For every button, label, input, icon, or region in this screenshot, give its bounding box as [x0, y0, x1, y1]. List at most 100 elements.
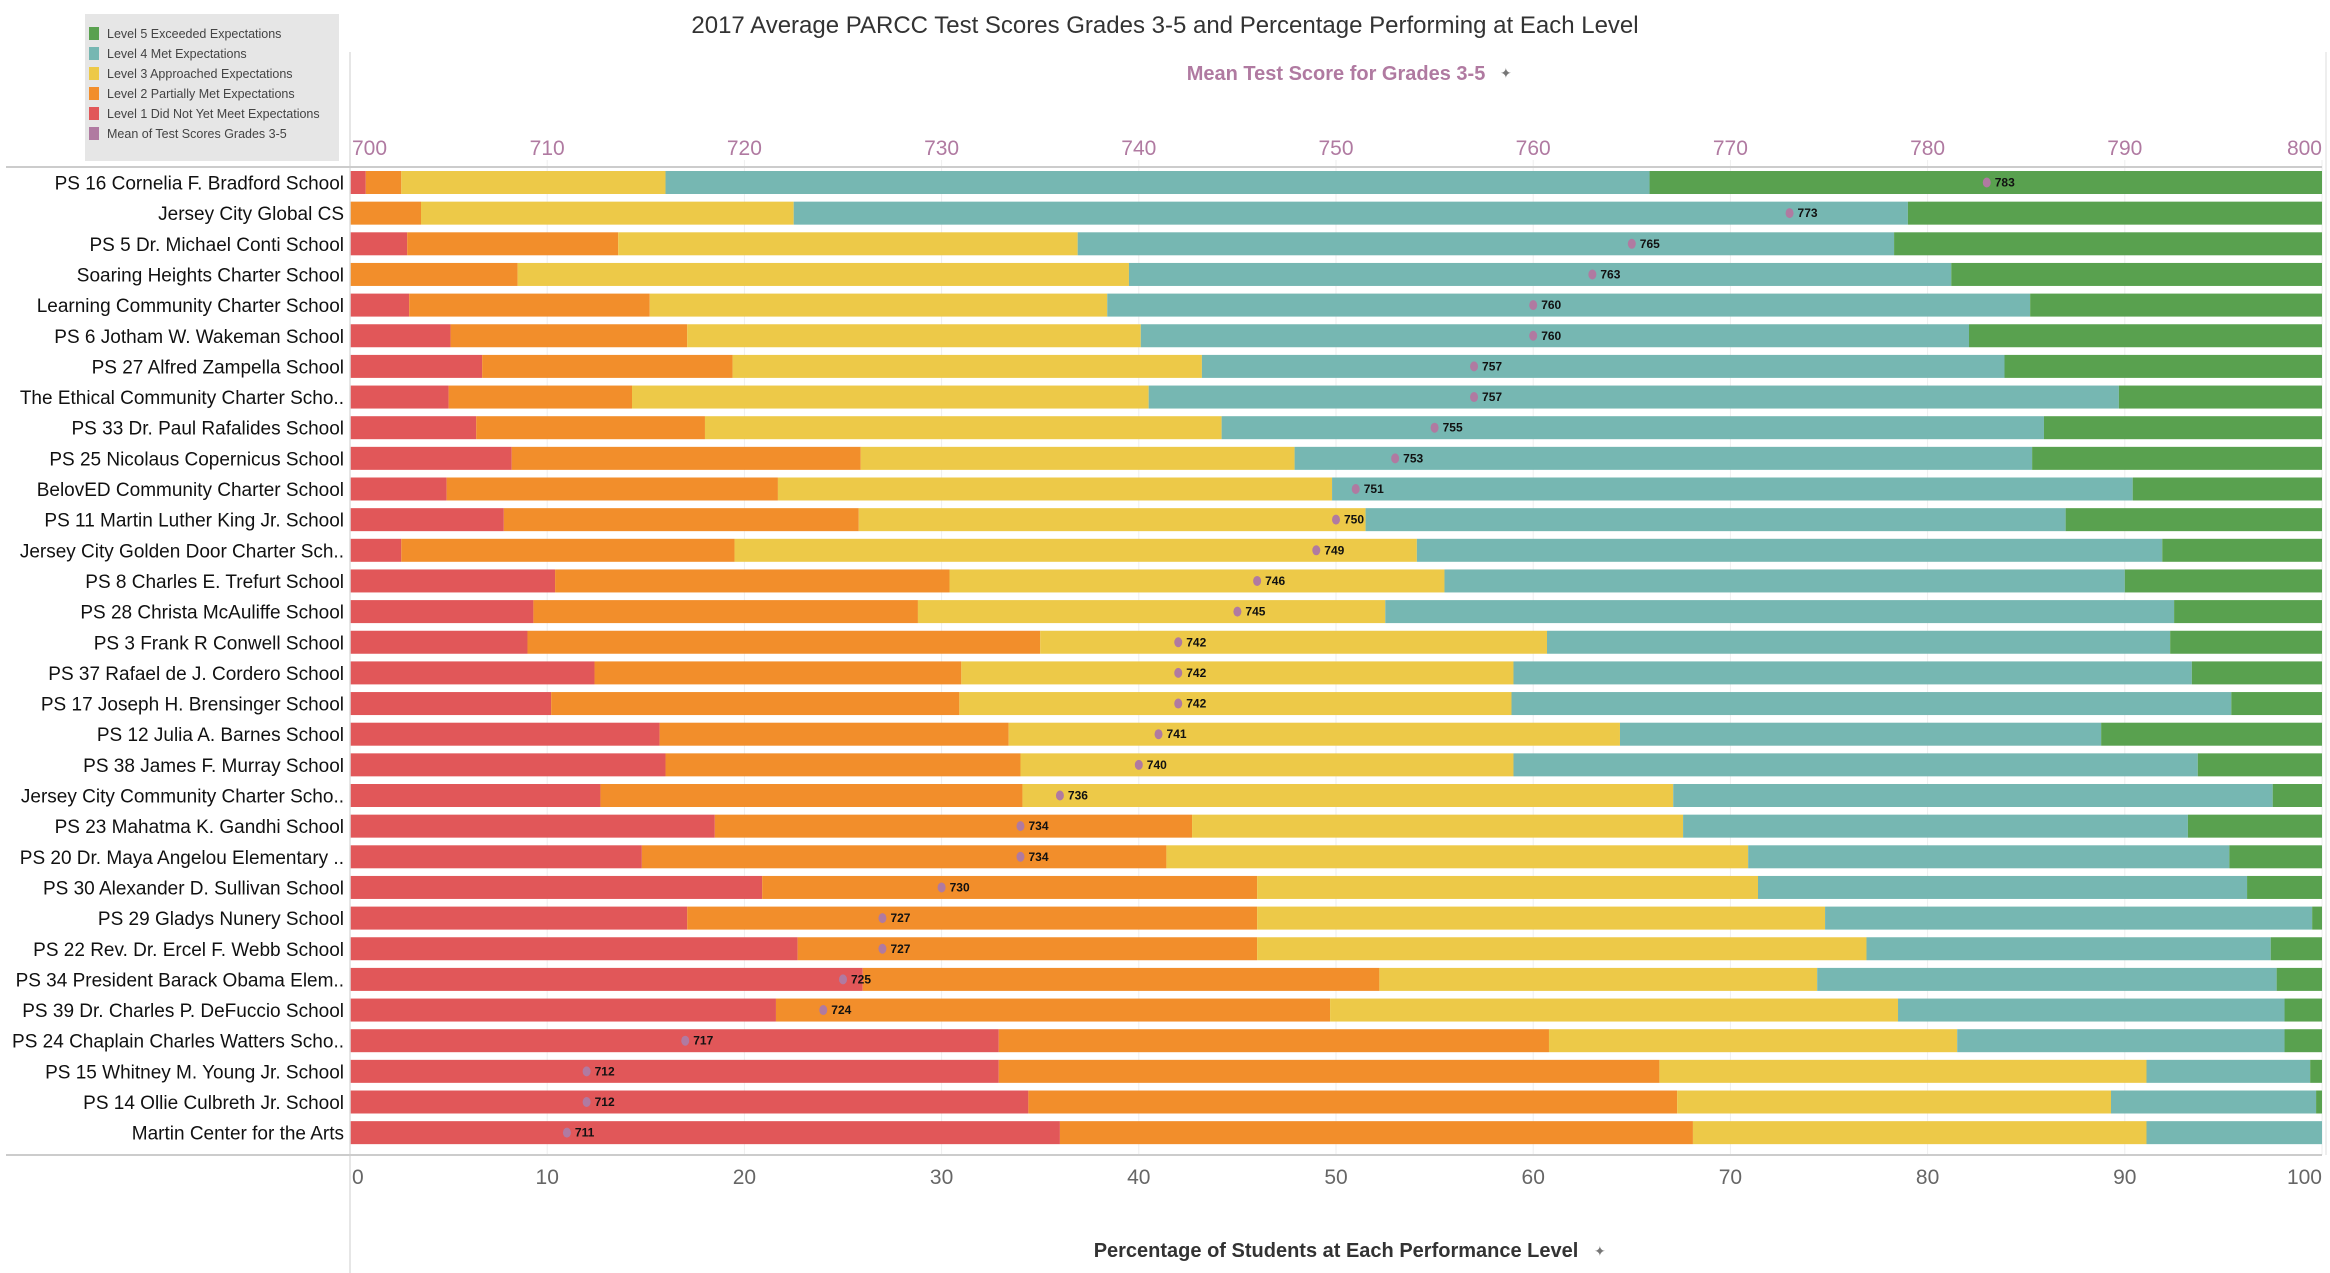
bar-segment-level-1[interactable]	[350, 324, 451, 348]
bar-segment-level-4[interactable]	[1748, 845, 2230, 869]
mean-score-point[interactable]	[1233, 606, 1242, 617]
legend-swatch[interactable]	[89, 47, 99, 60]
mean-score-point[interactable]	[1332, 514, 1340, 525]
bar-segment-level-4[interactable]	[1513, 753, 2198, 777]
bar-segment-level-1[interactable]	[350, 508, 504, 532]
bar-segment-level-3[interactable]	[732, 354, 1202, 378]
bar-segment-level-5[interactable]	[2284, 998, 2322, 1022]
bar-segment-level-1[interactable]	[350, 600, 534, 624]
bar-segment-level-3[interactable]	[860, 446, 1295, 470]
bar-segment-level-2[interactable]	[665, 753, 1021, 777]
bar-segment-level-4[interactable]	[1332, 477, 2133, 501]
mean-score-point[interactable]	[681, 1035, 690, 1046]
bar-segment-level-2[interactable]	[365, 171, 402, 194]
bar-segment-level-5[interactable]	[1894, 232, 2322, 256]
bar-segment-level-5[interactable]	[2247, 875, 2322, 899]
bar-segment-level-5[interactable]	[2316, 1090, 2322, 1114]
bar-segment-level-1[interactable]	[350, 692, 552, 716]
bar-segment-level-2[interactable]	[555, 569, 950, 593]
bar-segment-level-1[interactable]	[350, 538, 402, 562]
mean-score-point[interactable]	[1529, 330, 1538, 341]
bar-segment-level-4[interactable]	[1825, 906, 2313, 930]
bar-segment-level-5[interactable]	[1969, 324, 2322, 348]
mean-score-point[interactable]	[1470, 392, 1479, 403]
bar-segment-level-3[interactable]	[777, 477, 1333, 501]
bar-segment-level-5[interactable]	[2118, 385, 2322, 409]
bar-segment-level-4[interactable]	[1866, 937, 2271, 961]
bar-segment-level-4[interactable]	[1683, 814, 2188, 838]
bar-segment-level-5[interactable]	[2231, 692, 2322, 716]
bar-segment-level-3[interactable]	[1166, 845, 1749, 869]
bar-segment-level-5[interactable]	[2276, 967, 2322, 991]
bar-segment-level-2[interactable]	[482, 354, 733, 378]
mean-score-point[interactable]	[1055, 790, 1064, 801]
mean-score-point[interactable]	[1785, 208, 1794, 219]
bar-segment-level-4[interactable]	[2146, 1121, 2322, 1145]
bar-segment-level-2[interactable]	[446, 477, 778, 501]
bar-segment-level-4[interactable]	[1511, 692, 2232, 716]
bar-segment-level-3[interactable]	[1548, 1029, 1958, 1053]
bar-segment-level-3[interactable]	[1677, 1090, 2111, 1114]
bar-segment-level-2[interactable]	[714, 814, 1193, 838]
bar-segment-level-2[interactable]	[409, 293, 650, 317]
bar-segment-level-1[interactable]	[350, 875, 763, 899]
mean-score-point[interactable]	[1470, 361, 1479, 372]
bar-segment-level-2[interactable]	[533, 600, 918, 624]
mean-score-point[interactable]	[1174, 698, 1183, 709]
bar-segment-level-4[interactable]	[1201, 354, 2005, 378]
bar-segment-level-2[interactable]	[998, 1059, 1660, 1083]
mean-score-point[interactable]	[1312, 545, 1321, 556]
bar-segment-level-1[interactable]	[350, 630, 528, 654]
mean-score-point[interactable]	[1016, 821, 1025, 832]
legend-swatch[interactable]	[89, 67, 99, 80]
bar-segment-level-1[interactable]	[350, 232, 408, 256]
bar-segment-level-5[interactable]	[2272, 784, 2322, 807]
mean-score-point[interactable]	[839, 974, 847, 985]
bar-segment-level-4[interactable]	[1673, 784, 2273, 807]
bar-segment-level-5[interactable]	[2229, 845, 2322, 869]
mean-score-point[interactable]	[1174, 637, 1183, 648]
bar-segment-level-3[interactable]	[917, 600, 1386, 624]
bar-segment-level-2[interactable]	[659, 722, 1009, 746]
mean-score-point[interactable]	[1430, 422, 1439, 433]
bar-segment-level-2[interactable]	[762, 875, 1258, 899]
bar-segment-level-1[interactable]	[350, 661, 595, 685]
bar-segment-level-3[interactable]	[1379, 967, 1818, 991]
bar-segment-level-1[interactable]	[350, 845, 642, 869]
bar-segment-level-2[interactable]	[998, 1029, 1549, 1053]
bar-segment-level-1[interactable]	[350, 937, 798, 961]
mean-score-point[interactable]	[878, 913, 887, 924]
bar-segment-level-3[interactable]	[704, 416, 1222, 440]
bar-segment-level-2[interactable]	[401, 538, 735, 562]
bar-segment-level-4[interactable]	[1107, 293, 2031, 317]
bar-segment-level-4[interactable]	[1444, 569, 2125, 593]
bar-segment-level-1[interactable]	[350, 753, 666, 777]
bar-segment-level-4[interactable]	[1898, 998, 2285, 1022]
bar-segment-level-5[interactable]	[2032, 446, 2322, 470]
bar-segment-level-3[interactable]	[1692, 1121, 2147, 1145]
bar-segment-level-4[interactable]	[1077, 232, 1895, 256]
mean-score-point[interactable]	[937, 882, 946, 893]
bar-segment-level-5[interactable]	[2043, 416, 2322, 440]
bar-segment-level-5[interactable]	[2030, 293, 2322, 317]
bar-segment-level-5[interactable]	[2170, 630, 2322, 654]
mean-score-point[interactable]	[582, 1066, 591, 1077]
mean-score-point[interactable]	[1154, 729, 1163, 740]
bar-segment-level-4[interactable]	[2146, 1059, 2311, 1083]
bar-segment-level-2[interactable]	[641, 845, 1167, 869]
bar-segment-level-5[interactable]	[2065, 508, 2322, 532]
bar-segment-level-3[interactable]	[618, 232, 1078, 256]
bar-segment-level-4[interactable]	[1385, 600, 2175, 624]
bar-segment-level-1[interactable]	[350, 722, 660, 746]
bar-segment-level-3[interactable]	[1659, 1059, 2147, 1083]
mean-score-point[interactable]	[1351, 484, 1360, 494]
bar-segment-level-5[interactable]	[2124, 569, 2322, 593]
bar-segment-level-1[interactable]	[350, 1029, 999, 1053]
bar-segment-level-4[interactable]	[1758, 875, 2248, 899]
bar-segment-level-3[interactable]	[420, 201, 794, 225]
bar-segment-level-4[interactable]	[1140, 324, 1970, 348]
bar-segment-level-3[interactable]	[959, 692, 1512, 716]
bar-segment-level-1[interactable]	[350, 569, 556, 593]
bar-segment-level-1[interactable]	[350, 416, 477, 440]
bar-segment-level-2[interactable]	[594, 661, 962, 685]
